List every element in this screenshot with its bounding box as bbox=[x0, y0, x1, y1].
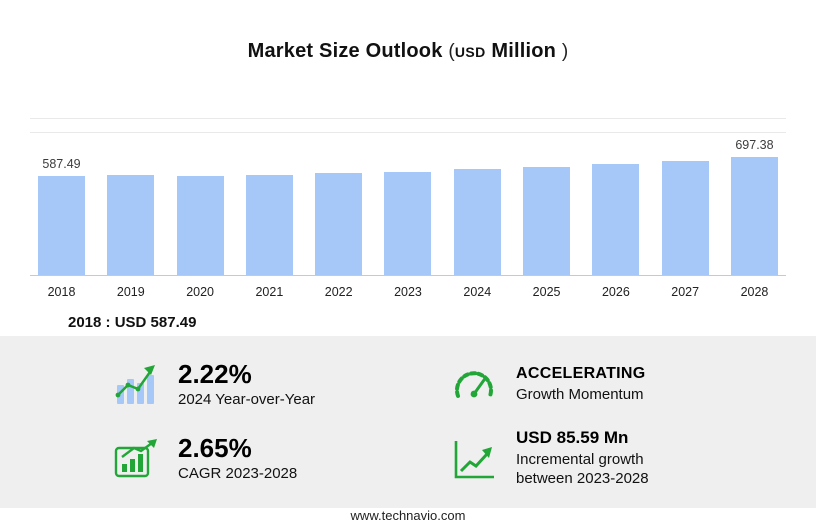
chart-title-currency: USD bbox=[454, 44, 486, 60]
bar-slot-2022 bbox=[315, 168, 363, 275]
bar-2026 bbox=[592, 164, 640, 275]
bar-slot-2020 bbox=[176, 171, 224, 275]
yoy-value: 2.22% bbox=[178, 358, 252, 389]
bar-slot-2027 bbox=[661, 156, 709, 275]
bar-slot-2025 bbox=[523, 162, 571, 275]
x-axis-label-2028: 2028 bbox=[740, 285, 769, 299]
chart-title-main: Market Size Outlook bbox=[247, 40, 443, 62]
x-axis-label-2019: 2019 bbox=[116, 285, 145, 299]
bar-2023 bbox=[384, 171, 432, 275]
speedometer-icon bbox=[450, 362, 498, 408]
bar-slot-2018: 587.49 bbox=[38, 157, 85, 275]
x-axis-label-2021: 2021 bbox=[255, 285, 284, 299]
bar-value-label-2018: 587.49 bbox=[42, 156, 81, 171]
stat-incremental-growth: USD 85.59 Mn Incremental growth between … bbox=[450, 429, 786, 488]
trend-line-axes-icon bbox=[450, 436, 498, 482]
base-year-note: 2018 : USD 587.49 bbox=[68, 314, 197, 331]
x-axis-label-2025: 2025 bbox=[532, 285, 561, 299]
incremental-label: Incremental growth between 2023-2028 bbox=[516, 451, 649, 487]
gridline-top bbox=[30, 118, 786, 119]
chart-title-paren-open: ( bbox=[448, 41, 455, 62]
cagr-label: CAGR 2023-2028 bbox=[178, 465, 298, 483]
bar-2025 bbox=[523, 166, 571, 275]
momentum-text: ACCELERATING Growth Momentum bbox=[516, 365, 646, 404]
bar-2021 bbox=[245, 174, 293, 275]
bar-slot-2021 bbox=[245, 170, 293, 275]
website-url: www.technavio.com bbox=[350, 508, 466, 523]
cagr-value: 2.65% bbox=[178, 432, 252, 463]
incremental-text: USD 85.59 Mn Incremental growth between … bbox=[516, 429, 696, 488]
momentum-label: Growth Momentum bbox=[516, 385, 644, 403]
bar-slot-2024 bbox=[453, 164, 501, 275]
bar-2024 bbox=[453, 169, 501, 275]
bar-slot-2019 bbox=[107, 170, 155, 275]
bar-slot-2023 bbox=[384, 167, 432, 275]
bar-chart-up-arrow-icon bbox=[112, 362, 160, 408]
chart-title-unit: Million bbox=[491, 40, 557, 62]
bar-2028 bbox=[730, 157, 778, 275]
stat-growth-momentum: ACCELERATING Growth Momentum bbox=[450, 362, 786, 408]
x-axis-label-2027: 2027 bbox=[671, 285, 700, 299]
bar-slot-2028: 697.38 bbox=[730, 138, 778, 275]
x-axis-label-2026: 2026 bbox=[601, 285, 630, 299]
stat-cagr: 2.65% CAGR 2023-2028 bbox=[112, 434, 450, 484]
x-axis-label-2024: 2024 bbox=[463, 285, 492, 299]
yoy-text: 2.22% 2024 Year-over-Year bbox=[178, 360, 315, 410]
key-stats-panel: 2.22% 2024 Year-over-Year ACCELERATING G… bbox=[0, 336, 816, 508]
x-axis-label-2023: 2023 bbox=[394, 285, 422, 299]
bar-slot-2026 bbox=[592, 159, 640, 275]
bar-2018 bbox=[38, 175, 85, 275]
cagr-text: 2.65% CAGR 2023-2028 bbox=[178, 434, 297, 484]
framed-bar-chart-arrow-icon bbox=[112, 436, 160, 482]
chart-title: Market Size Outlook (USD Million ) bbox=[0, 40, 816, 63]
bar-2020 bbox=[176, 175, 224, 275]
bar-2022 bbox=[315, 173, 363, 275]
chart-plot-area: 587.49 697.38 bbox=[30, 112, 786, 276]
incremental-value: USD 85.59 Mn bbox=[516, 428, 629, 448]
x-axis-label-2022: 2022 bbox=[324, 285, 353, 299]
market-size-bar-chart: 587.49 697.38 2018 2019 2020 2021 2022 2023 202… bbox=[30, 112, 786, 299]
stat-yoy-growth: 2.22% 2024 Year-over-Year bbox=[112, 360, 450, 410]
momentum-value: ACCELERATING bbox=[516, 365, 646, 383]
chart-title-paren-close: ) bbox=[561, 41, 569, 62]
x-axis-labels: 2018 2019 2020 2021 2022 2023 2024 2025 2026 2027… bbox=[30, 285, 786, 299]
yoy-label: 2024 Year-over-Year bbox=[178, 391, 316, 409]
bar-2019 bbox=[107, 174, 155, 275]
gridline-second bbox=[30, 132, 786, 133]
x-axis-label-2020: 2020 bbox=[186, 285, 214, 299]
bar-value-label-2028: 697.38 bbox=[735, 138, 774, 152]
x-axis-label-2018: 2018 bbox=[47, 285, 76, 299]
bar-2027 bbox=[661, 161, 709, 275]
